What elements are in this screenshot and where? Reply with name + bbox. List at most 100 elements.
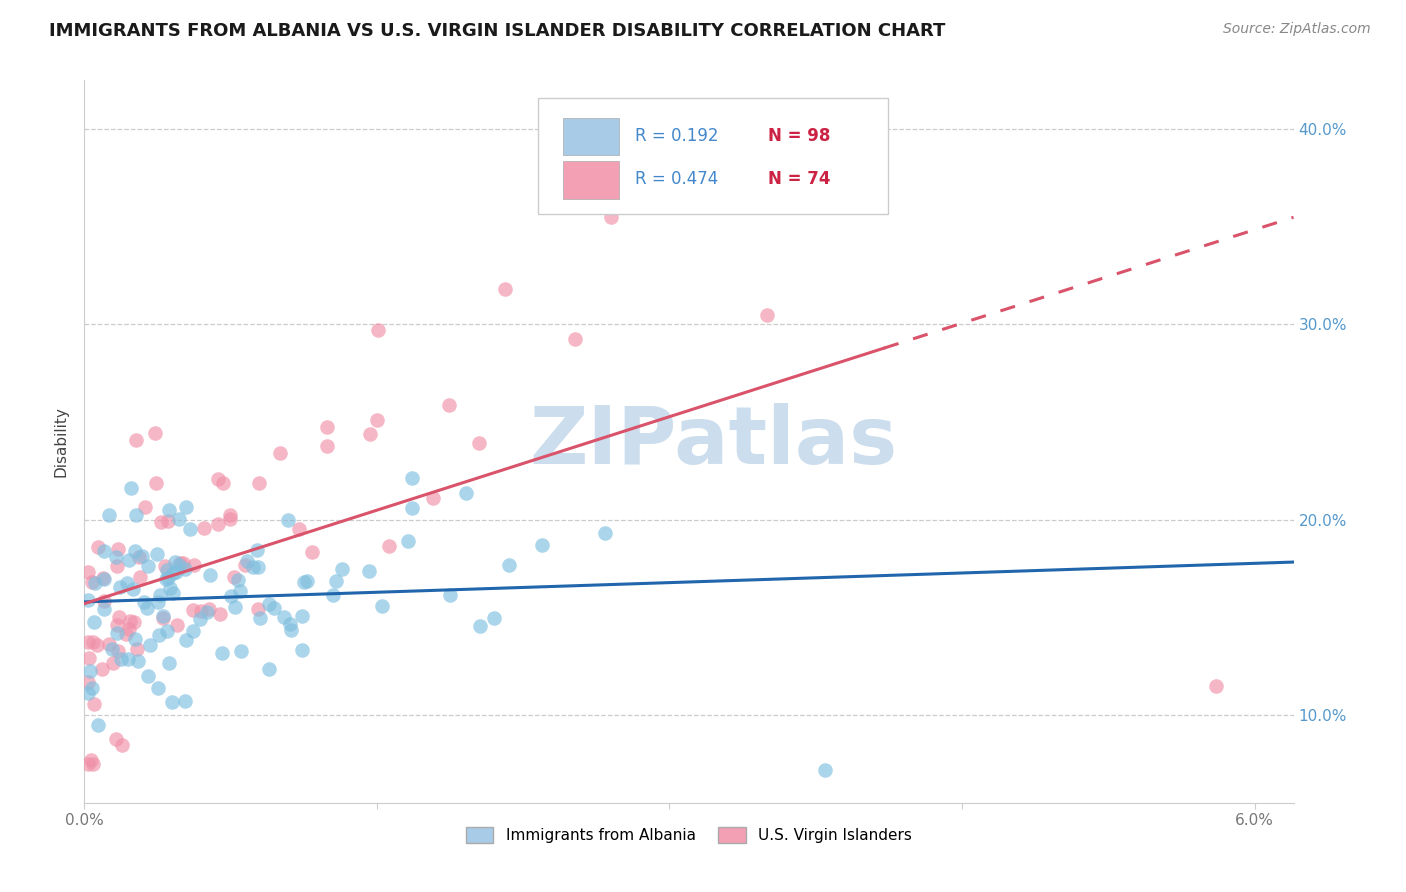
Point (755, 308, 778, 322)
Point (219, 589, 242, 603)
Point (193, 521, 215, 535)
Point (181, 603, 204, 617)
Point (83, 575, 105, 590)
Point (118, 622, 141, 636)
Point (125, 434, 148, 448)
Point (190, 612, 212, 626)
Point (233, 558, 256, 572)
Point (367, 323, 389, 337)
Point (198, 567, 221, 582)
Point (249, 611, 271, 625)
Point (122, 582, 145, 596)
Y-axis label: Disability: Disability (53, 406, 69, 477)
Point (316, 419, 339, 434)
Point (152, 611, 174, 625)
Point (366, 412, 388, 426)
Point (166, 565, 188, 579)
Point (108, 610, 131, 624)
Point (165, 555, 187, 569)
Point (207, 472, 229, 486)
Point (228, 583, 250, 598)
Point (269, 446, 291, 460)
Point (437, 398, 460, 412)
Point (125, 508, 148, 523)
Point (247, 476, 270, 491)
Point (105, 558, 128, 573)
Point (98, 637, 121, 651)
Point (135, 600, 157, 615)
Point (143, 425, 166, 440)
Point (219, 508, 242, 522)
Point (77, 650, 100, 665)
Point (128, 550, 150, 565)
Point (157, 503, 180, 517)
Point (190, 604, 212, 618)
Point (108, 581, 131, 595)
Point (315, 439, 337, 453)
Point (422, 491, 444, 506)
Point (83, 697, 105, 711)
Point (115, 627, 138, 641)
Point (359, 426, 381, 441)
Point (242, 560, 264, 574)
Point (257, 597, 280, 611)
Point (162, 586, 184, 600)
Text: R = 0.474: R = 0.474 (634, 170, 718, 188)
Point (231, 644, 253, 658)
Point (136, 669, 159, 683)
Point (77, 635, 100, 649)
Point (124, 544, 146, 558)
Point (80, 753, 103, 767)
Point (564, 332, 586, 346)
FancyBboxPatch shape (564, 118, 619, 155)
Point (600, 210, 623, 224)
Point (157, 656, 180, 670)
Point (169, 556, 191, 570)
Text: Source: ZipAtlas.com: Source: ZipAtlas.com (1223, 22, 1371, 37)
Point (291, 608, 314, 623)
Point (77, 565, 100, 579)
Point (83, 615, 105, 630)
Point (86, 718, 108, 732)
Point (155, 559, 177, 574)
Point (167, 558, 190, 573)
Point (124, 632, 146, 647)
Point (257, 662, 280, 676)
Text: N = 98: N = 98 (768, 127, 830, 145)
Point (134, 500, 156, 514)
Point (174, 500, 197, 514)
Point (105, 617, 128, 632)
Point (295, 574, 318, 588)
Point (77, 593, 100, 607)
Point (146, 681, 169, 696)
Point (371, 599, 394, 614)
Point (498, 558, 520, 573)
FancyBboxPatch shape (538, 98, 889, 214)
Point (157, 571, 180, 585)
Point (91, 571, 114, 585)
Point (174, 632, 197, 647)
Point (80, 681, 103, 695)
Point (456, 485, 478, 500)
Point (120, 481, 142, 495)
Point (396, 533, 419, 548)
Point (98, 508, 121, 522)
Point (105, 626, 128, 640)
Point (211, 646, 233, 660)
Point (120, 614, 142, 628)
Point (117, 553, 139, 567)
Point (330, 562, 353, 576)
Point (86, 638, 108, 652)
Point (104, 550, 127, 565)
Point (77, 756, 100, 771)
Point (246, 602, 269, 616)
Point (77, 686, 100, 700)
Point (439, 588, 461, 602)
Point (131, 549, 153, 563)
Point (468, 436, 491, 450)
Point (277, 513, 299, 527)
Point (93, 594, 115, 608)
Point (160, 695, 183, 709)
Text: IMMIGRANTS FROM ALBANIA VS U.S. VIRGIN ISLANDER DISABILITY CORRELATION CHART: IMMIGRANTS FROM ALBANIA VS U.S. VIRGIN I… (49, 22, 946, 40)
Point (322, 588, 344, 602)
